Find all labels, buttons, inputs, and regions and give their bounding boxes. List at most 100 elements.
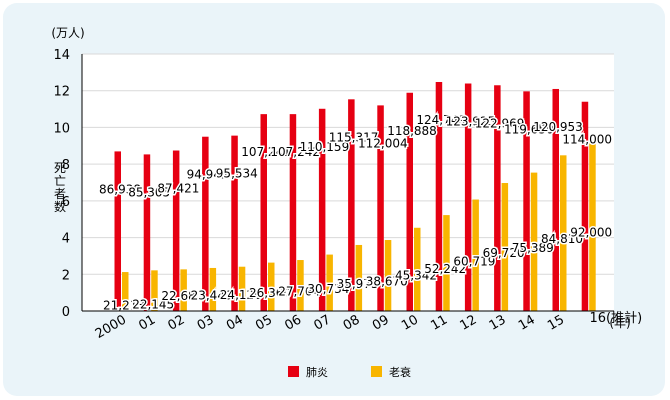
y-tick-label: 2 xyxy=(62,268,70,283)
pneumonia-value-label: 120,953 xyxy=(533,120,583,134)
x-tick-label: 11 xyxy=(428,312,450,333)
pneumonia-value-label: 124,749 xyxy=(416,113,466,127)
pneumonia-bar xyxy=(552,88,559,312)
senility-bar xyxy=(268,262,275,311)
senility-bar xyxy=(501,183,509,311)
senility-bar xyxy=(530,172,538,311)
pneumonia-value-label: 86,938 xyxy=(99,182,141,196)
senility-bar xyxy=(326,254,333,311)
senility-value-label: 35,975 xyxy=(337,277,379,291)
pneumonia-bar xyxy=(114,151,121,311)
y-tick-label: 12 xyxy=(53,85,70,100)
pneumonia-bar xyxy=(202,136,209,311)
legend-swatch xyxy=(288,366,299,377)
senility-value-label: 24,126 xyxy=(220,288,262,302)
senility-value-label: 92,000 xyxy=(570,226,612,240)
senility-bar xyxy=(122,272,129,311)
y-tick-label: 8 xyxy=(62,158,70,173)
pneumonia-value-label: 118,888 xyxy=(387,124,437,138)
pneumonia-bar xyxy=(289,114,297,311)
senility-value-label: 45,342 xyxy=(395,268,437,282)
y-tick-label: 6 xyxy=(62,195,70,210)
pneumonia-value-label: 95,534 xyxy=(216,167,258,181)
senility-value-label: 26,360 xyxy=(249,286,291,300)
x-tick-label: 10 xyxy=(399,312,421,333)
senility-value-label: 52,242 xyxy=(424,262,466,276)
senility-bar xyxy=(180,269,187,311)
pneumonia-value-label: 114,000 xyxy=(562,133,612,147)
x-tick-label: 13 xyxy=(487,312,509,333)
pneumonia-bar xyxy=(464,83,472,311)
x-tick-label: 08 xyxy=(341,312,363,333)
legend-label: 肺炎 xyxy=(306,366,328,379)
senility-value-label: 22,145 xyxy=(132,298,174,312)
senility-value-label: 21,213 xyxy=(103,299,145,313)
y-axis-label-char: 死 xyxy=(54,161,66,175)
pneumonia-bar xyxy=(523,91,530,312)
x-tick-label: 16(推計) xyxy=(590,310,643,326)
x-tick-label: 09 xyxy=(370,312,392,333)
pneumonia-bar xyxy=(318,108,326,312)
x-tick-label: 05 xyxy=(253,312,275,333)
pneumonia-bar xyxy=(260,114,267,311)
y-tick-label: 14 xyxy=(53,48,70,63)
senility-value-label: 22,682 xyxy=(161,289,203,303)
pneumonia-bar xyxy=(406,92,413,311)
x-tick-label: 07 xyxy=(312,312,334,333)
x-tick-label: 14 xyxy=(516,312,538,333)
x-tick-label: 03 xyxy=(195,312,217,333)
pneumonia-value-label: 107,241 xyxy=(241,145,291,159)
senility-bar xyxy=(443,215,450,311)
senility-value-label: 38,670 xyxy=(366,275,408,289)
pneumonia-bar xyxy=(348,99,355,311)
senility-bar xyxy=(297,260,304,311)
senility-value-label: 75,389 xyxy=(512,241,554,255)
senility-bar xyxy=(472,199,479,311)
legend-label: 老衰 xyxy=(389,365,411,379)
senility-value-label: 69,720 xyxy=(483,246,525,260)
x-tick-label: 06 xyxy=(282,312,304,333)
senility-bar xyxy=(560,155,567,311)
pneumonia-value-label: 107,242 xyxy=(270,145,320,159)
pneumonia-bar xyxy=(435,81,443,311)
x-unit-label: (年) xyxy=(609,316,630,330)
pneumonia-bar xyxy=(143,154,151,311)
pneumonia-bar xyxy=(581,101,589,311)
pneumonia-value-label: 110,159 xyxy=(300,140,350,154)
pneumonia-value-label: 112,004 xyxy=(358,136,408,150)
senility-value-label: 60,719 xyxy=(453,254,495,268)
pneumonia-value-label: 119,650 xyxy=(504,122,554,136)
x-tick-label: 04 xyxy=(224,312,246,333)
senility-value-label: 23,449 xyxy=(191,288,233,302)
pneumonia-value-label: 85,305 xyxy=(128,185,170,199)
pneumonia-bar xyxy=(231,135,238,311)
y-axis-label-char: 数 xyxy=(54,199,66,214)
senility-bar xyxy=(238,266,246,311)
senility-value-label: 30,734 xyxy=(307,282,349,296)
y-axis-label-char: 亡 xyxy=(54,174,66,188)
x-tick-label: 02 xyxy=(166,312,188,333)
pneumonia-value-label: 115,317 xyxy=(329,130,379,144)
pneumonia-bar xyxy=(494,85,501,311)
senility-value-label: 84,810 xyxy=(541,232,583,246)
senility-bar xyxy=(414,227,421,311)
pneumonia-bar xyxy=(172,150,180,311)
y-tick-label: 0 xyxy=(62,305,70,320)
pneumonia-bar xyxy=(377,105,384,311)
x-tick-label: 01 xyxy=(136,312,158,333)
pneumonia-value-label: 94,942 xyxy=(187,168,229,182)
pneumonia-value-label: 123,925 xyxy=(446,115,496,129)
senility-bar xyxy=(589,142,596,311)
senility-bar xyxy=(209,267,217,311)
y-tick-label: 10 xyxy=(53,121,70,136)
senility-value-label: 27,764 xyxy=(278,285,320,299)
y-unit-label: (万人) xyxy=(51,26,84,40)
senility-bar xyxy=(355,244,363,311)
senility-bar xyxy=(384,240,392,311)
x-tick-label: 15 xyxy=(545,312,567,333)
y-tick-label: 4 xyxy=(62,232,70,247)
x-tick-label: 2000 xyxy=(93,312,129,342)
y-axis-label-char: 者 xyxy=(54,187,66,201)
